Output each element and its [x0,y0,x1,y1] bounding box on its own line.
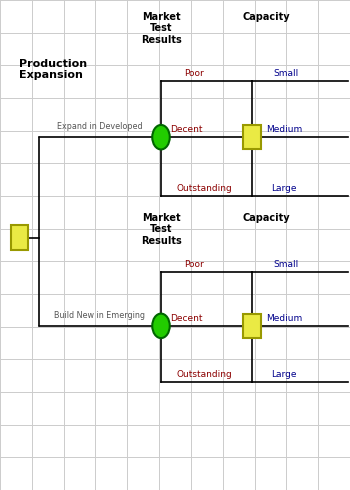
Text: Capacity: Capacity [242,213,290,223]
Text: Medium: Medium [266,125,302,134]
FancyBboxPatch shape [243,125,261,149]
FancyBboxPatch shape [10,225,28,250]
Text: Decent: Decent [170,125,202,134]
Text: Market
Test
Results: Market Test Results [141,12,181,45]
Text: Large: Large [271,184,297,193]
Text: Outstanding: Outstanding [177,370,232,379]
Text: Medium: Medium [266,314,302,323]
Circle shape [152,125,170,149]
Text: Poor: Poor [184,260,203,269]
Text: Market
Test
Results: Market Test Results [141,213,181,245]
Text: Outstanding: Outstanding [177,184,232,193]
Text: Decent: Decent [170,314,202,323]
Text: Poor: Poor [184,69,203,78]
Text: Small: Small [273,260,298,269]
Text: Large: Large [271,370,297,379]
FancyBboxPatch shape [243,314,261,338]
Text: Production
Expansion: Production Expansion [19,59,88,80]
Text: Expand in Developed: Expand in Developed [57,122,142,131]
Text: Small: Small [273,69,298,78]
Circle shape [152,314,170,338]
Text: Build New in Emerging: Build New in Emerging [54,311,145,320]
Text: Capacity: Capacity [242,12,290,22]
